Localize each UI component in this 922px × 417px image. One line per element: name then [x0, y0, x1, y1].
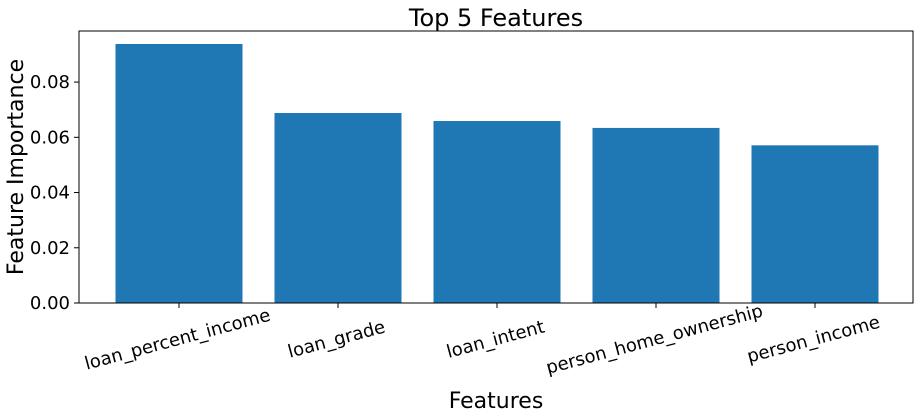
x-tick-label: person_home_ownership — [544, 301, 765, 379]
y-tick-label: 0.00 — [30, 293, 70, 314]
y-tick-label: 0.04 — [30, 183, 70, 204]
bar-loan-intent — [433, 121, 561, 303]
bar-person-home-ownership — [592, 127, 720, 303]
x-tick-label: loan_intent — [444, 317, 546, 363]
y-axis-label: Feature Importance — [4, 59, 29, 275]
y-tick-label: 0.06 — [30, 127, 70, 148]
x-tick-label: loan_percent_income — [82, 305, 272, 375]
bar-loan-percent-income — [115, 43, 243, 304]
y-axis: 0.00 0.02 0.04 0.06 0.08 — [30, 72, 79, 314]
bars-group — [115, 43, 879, 304]
bar-person-income — [751, 145, 879, 303]
chart-title: Top 5 Features — [408, 4, 583, 32]
x-axis: loan_percent_income loan_grade loan_intent… — [82, 301, 882, 379]
x-axis-label: Features — [449, 389, 544, 414]
x-tick-label: loan_grade — [286, 317, 388, 363]
y-tick-label: 0.08 — [30, 72, 70, 93]
y-tick-label: 0.02 — [30, 238, 70, 259]
x-tick-label: person_income — [745, 312, 882, 368]
plot-frame — [78, 30, 914, 304]
bar-loan-grade — [274, 113, 402, 303]
